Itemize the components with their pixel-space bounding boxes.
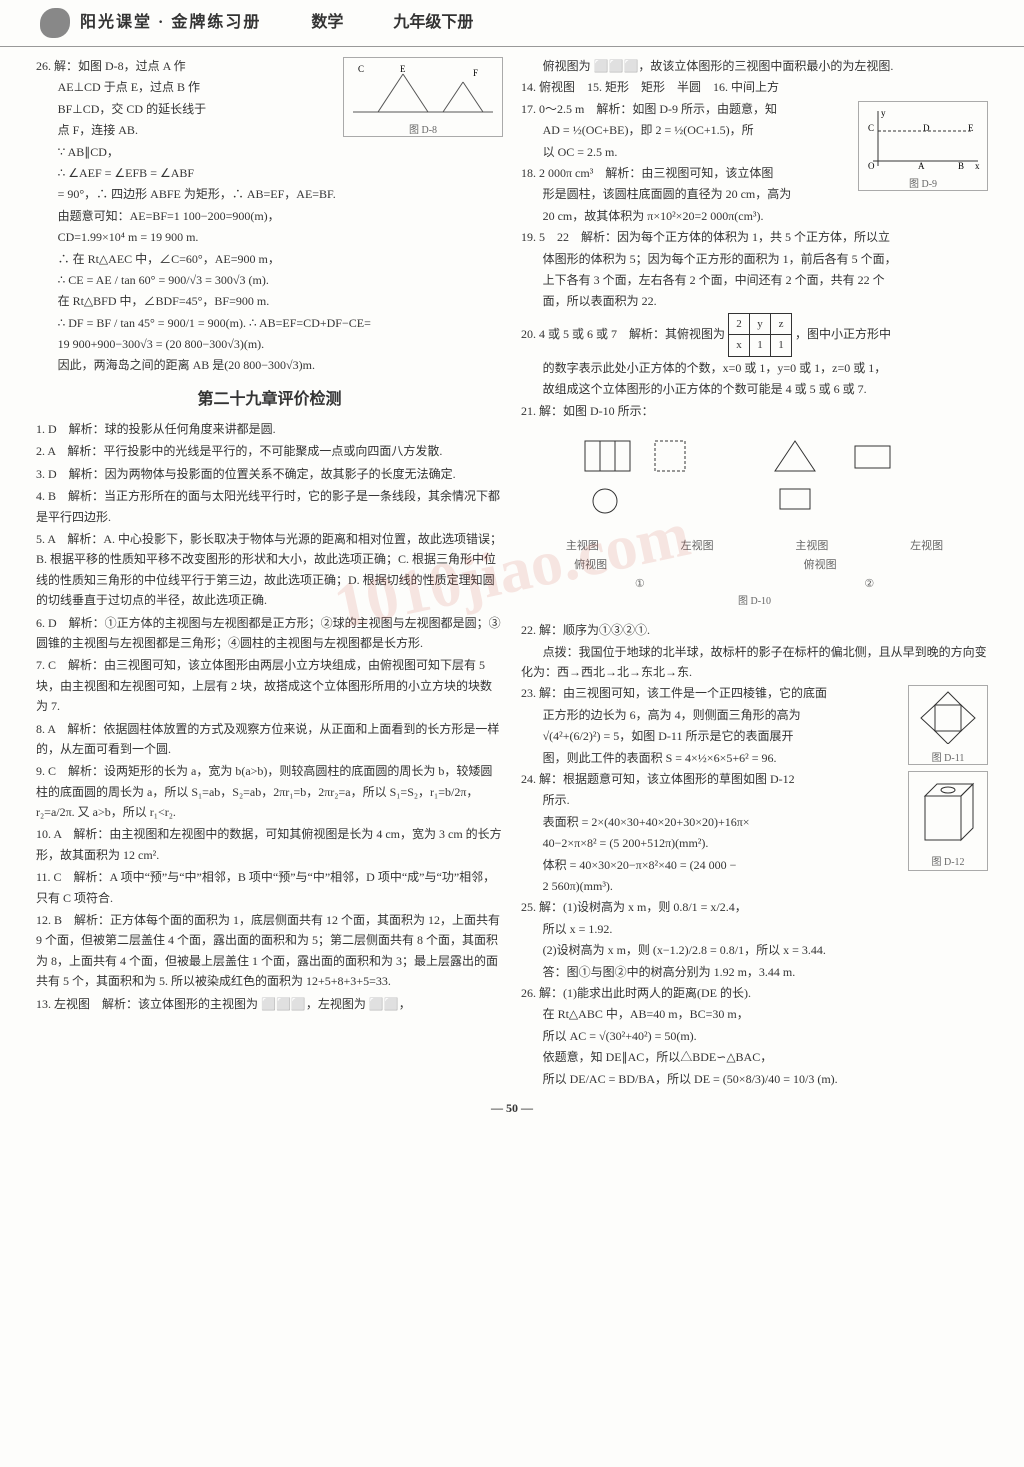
lbl-zsv: 主视图 <box>566 537 599 556</box>
q26-l15: 因此，两海岛之间的距离 AB 是(20 800−300√3)m. <box>36 355 503 375</box>
item-1: 1. D 解析：球的投影从任何角度来讲都是圆. <box>36 419 503 439</box>
svg-text:O: O <box>868 161 875 170</box>
item-12: 12. B 解析：正方体每个面的面积为 1，底层侧面共有 12 个面，其面积为 … <box>36 910 503 992</box>
item-9: 9. C 解析：设两矩形的长为 a，宽为 b(a>b)，则较高圆柱的底面圆的周长… <box>36 761 503 822</box>
table-20: 2yz x11 <box>728 313 792 357</box>
item-10: 10. A 解析：由主视图和左视图中的数据，可知其俯视图是长为 4 cm，宽为 … <box>36 824 503 865</box>
r26d: 依题意，知 DE∥AC，所以△BDE∽△BAC， <box>521 1047 988 1067</box>
t20-b: y <box>750 313 771 335</box>
r20b: ，图中小正方形中 <box>795 327 891 341</box>
item-3: 3. D 解析：因为两物体与投影面的位置关系不确定，故其影子的长度无法确定. <box>36 464 503 484</box>
lbl-c2: ② <box>864 575 874 594</box>
lbl-fv2: 俯视图 <box>804 556 837 575</box>
figure-d10-label: 图 D-10 <box>525 593 984 610</box>
t20-a: 2 <box>729 313 750 335</box>
item-8: 8. A 解析：依据圆柱体放置的方式及观察方位来说，从正面和上面看到的长方形是一… <box>36 719 503 760</box>
item-6: 6. D 解析：①正方体的主视图与左视图都是正方形；②球的主视图与左视图都是圆；… <box>36 613 503 654</box>
t20-d: x <box>729 335 750 357</box>
figure-d11-label: 图 D-11 <box>913 750 983 767</box>
q26-l10: ∴ 在 Rt△AEC 中，∠C=60°，AE=900 m， <box>36 249 503 269</box>
figure-d11: 图 D-11 <box>908 685 988 765</box>
r19c: 上下各有 3 个面，左右各有 2 个面，中间还有 2 个面，共有 22 个 <box>521 270 988 290</box>
q26-l7: = 90°，∴ 四边形 ABFE 为矩形，∴ AB=EF，AE=BF. <box>36 184 503 204</box>
page-number: — 50 — <box>0 1096 1024 1126</box>
svg-text:x: x <box>975 161 980 170</box>
axes-diagram-icon: xyOABCDE <box>863 106 983 170</box>
net-diagram-icon <box>913 690 983 744</box>
r13-tail: 俯视图为 ⬜⬜⬜，故该立体图形的三视图中面积最小的为左视图. <box>521 56 988 76</box>
q26-l12: 在 Rt△BFD 中，∠BDF=45°，BF=900 m. <box>36 291 503 311</box>
r25b: 所以 x = 1.92. <box>521 919 988 939</box>
figure-d12-label: 图 D-12 <box>913 854 983 871</box>
q26-l14: 19 900+900−300√3 = (20 800−300√3)(m). <box>36 334 503 354</box>
r26e: 所以 DE/AC = BD/BA，所以 DE = (50×8/3)/40 = 1… <box>521 1069 988 1089</box>
r19d: 面，所以表面积为 22. <box>521 291 988 311</box>
r18c: 20 cm，故其体积为 π×10²×20=2 000π(cm³). <box>521 206 988 226</box>
r25d: 答：图①与图②中的树高分别为 1.92 m，3.44 m. <box>521 962 988 982</box>
item-13: 13. 左视图 解析：该立体图形的主视图为 ⬜⬜⬜，左视图为 ⬜⬜， <box>36 994 503 1014</box>
svg-text:C: C <box>358 64 364 74</box>
r25a: 25. 解：(1)设树高为 x m，则 0.8/1 = x/2.4， <box>521 897 988 917</box>
q26-l8: 由题意可知：AE=BF=1 100−200=900(m)， <box>36 206 503 226</box>
q26-l11: ∴ CE = AE / tan 60° = 900/√3 = 300√3 (m)… <box>36 270 503 290</box>
r22a: 22. 解：顺序为①③②①. <box>521 620 988 640</box>
figure-d8: C E F 图 D-8 <box>343 57 503 137</box>
svg-text:A: A <box>918 161 925 170</box>
triangle-diagram-icon: CEF <box>348 62 498 116</box>
r19a: 19. 5 22 解析：因为每个正方体的体积为 1，共 5 个正方体，所以立 <box>521 227 988 247</box>
r20c: 的数字表示此处小正方体的个数，x=0 或 1，y=0 或 1，z=0 或 1， <box>521 358 988 378</box>
r20-line: 20. 4 或 5 或 6 或 7 解析：其俯视图为 2yz x11 ，图中小正… <box>521 313 988 357</box>
svg-text:F: F <box>473 68 478 78</box>
t20-c: z <box>771 313 792 335</box>
figure-d12: 图 D-12 <box>908 771 988 871</box>
r26b: 在 Rt△ABC 中，AB=40 m，BC=30 m， <box>521 1004 988 1024</box>
r24f: 2 560π)(mm³). <box>521 876 988 896</box>
figure-d8-label: 图 D-8 <box>348 122 498 139</box>
section-title: 第二十九章评价检测 <box>36 386 503 413</box>
grade: 九年级下册 <box>393 9 473 36</box>
right-column: 俯视图为 ⬜⬜⬜，故该立体图形的三视图中面积最小的为左视图. 14. 俯视图 1… <box>521 55 988 1090</box>
q26-l13: ∴ DF = BF / tan 45° = 900/1 = 900(m). ∴ … <box>36 313 503 333</box>
item-4: 4. B 解析：当正方形所在的面与太阳光线平行时，它的影子是一条线段，其余情况下… <box>36 486 503 527</box>
r21: 21. 解：如图 D-10 所示： <box>521 401 988 421</box>
svg-text:E: E <box>400 64 406 74</box>
lbl-zv2: 左视图 <box>910 537 943 556</box>
t20-f: 1 <box>771 335 792 357</box>
lbl-zsv2: 主视图 <box>795 537 828 556</box>
figure-d9: xyOABCDE 图 D-9 <box>858 101 988 191</box>
page-body: 1010jiao.com CEF 图 D-8 26. 解：如图 D-8，过点 A… <box>0 47 1024 1096</box>
prism-diagram-icon <box>913 776 983 848</box>
logo-icon <box>40 8 70 38</box>
figure-d10: 主视图 左视图 主视图 左视图 俯视图 俯视图 ① ② 图 D-10 <box>521 427 988 614</box>
item-7: 7. C 解析：由三视图可知，该立体图形由两层小立方块组成，由俯视图可知下层有 … <box>36 655 503 716</box>
q26-l5: ∵ AB∥CD， <box>36 142 503 162</box>
r26a: 26. 解：(1)能求出此时两人的距离(DE 的长). <box>521 983 988 1003</box>
views-diagram-icon <box>565 431 945 531</box>
item-11: 11. C 解析：A 项中“预”与“中”相邻，B 项中“预”与“中”相邻，D 项… <box>36 867 503 908</box>
t20-e: 1 <box>750 335 771 357</box>
lbl-zv: 左视图 <box>681 537 714 556</box>
figure-d9-label: 图 D-9 <box>863 176 983 193</box>
r19b: 体图形的体积为 5；因为每个正方形的面积为 1，前后各有 5 个面， <box>521 249 988 269</box>
page-header: 阳光课堂 · 金牌练习册 数学 九年级下册 <box>0 0 1024 47</box>
r20a: 20. 4 或 5 或 6 或 7 解析：其俯视图为 <box>521 327 725 341</box>
lbl-fv: 俯视图 <box>574 556 607 575</box>
svg-text:C: C <box>868 123 874 133</box>
svg-text:B: B <box>958 161 964 170</box>
lbl-c1: ① <box>635 575 645 594</box>
r26c: 所以 AC = √(30²+40²) = 50(m). <box>521 1026 988 1046</box>
q26-l6: ∴ ∠AEF = ∠EFB = ∠ABF <box>36 163 503 183</box>
r25c: (2)设树高为 x m，则 (x−1.2)/2.8 = 0.8/1，所以 x =… <box>521 940 988 960</box>
item-5: 5. A 解析：A. 中心投影下，影长取决于物体与光源的距离和相对位置，故此选项… <box>36 529 503 611</box>
svg-text:y: y <box>881 108 886 118</box>
r20d: 故组成这个立体图形的小正方体的个数可能是 4 或 5 或 6 或 7. <box>521 379 988 399</box>
left-column: CEF 图 D-8 26. 解：如图 D-8，过点 A 作 AE⊥CD 于点 E… <box>36 55 503 1090</box>
r14: 14. 俯视图 15. 矩形 矩形 半圆 16. 中间上方 <box>521 77 988 97</box>
subject: 数学 <box>311 9 343 36</box>
q26-l9: CD=1.99×10⁴ m = 19 900 m. <box>36 227 503 247</box>
item-2: 2. A 解析：平行投影中的光线是平行的，不可能聚成一点或向四面八方发散. <box>36 441 503 461</box>
r22b: 点拨：我国位于地球的北半球，故标杆的影子在标杆的偏北侧，且从早到晚的方向变化为：… <box>521 642 988 683</box>
series-title: 阳光课堂 · 金牌练习册 <box>80 9 261 36</box>
